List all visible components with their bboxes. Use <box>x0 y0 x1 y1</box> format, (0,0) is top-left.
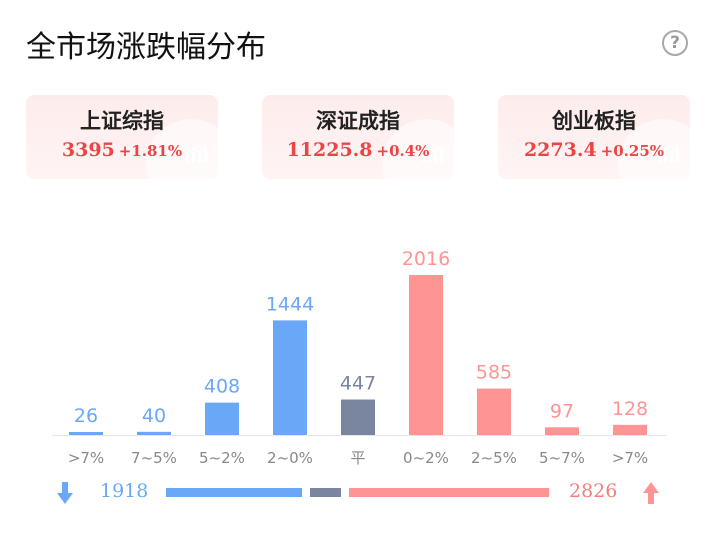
bar-4[interactable] <box>341 399 375 435</box>
trend-chart-icon <box>421 145 444 162</box>
category-label: >7% <box>68 449 104 467</box>
index-card-chinext[interactable]: 创业板指 2273.4 +0.25% <box>498 95 690 179</box>
category-label: 平 <box>350 449 365 467</box>
bar-2[interactable] <box>205 402 239 435</box>
up-down-summary: 1918 2826 <box>0 478 711 508</box>
index-name: 上证综指 <box>80 109 164 133</box>
index-value: 2273.4 <box>523 139 597 161</box>
bar-value-label: 26 <box>74 405 98 427</box>
bar-value-label: 40 <box>142 405 166 427</box>
bar-5[interactable] <box>409 275 443 435</box>
down-count: 1918 <box>100 480 149 502</box>
bar-value-label: 408 <box>204 376 240 398</box>
category-label: 7~5% <box>131 449 177 467</box>
index-name: 深证成指 <box>316 109 400 133</box>
flat-proportion-bar <box>309 488 342 497</box>
distribution-bar-chart: 26 >7% 40 7~5% 408 5~2% 1444 2~0% 447 平 2016 0~2% 58… <box>52 248 666 467</box>
bar-8[interactable] <box>613 424 647 435</box>
category-label: 5~7% <box>539 449 585 467</box>
category-label: 2~0% <box>267 449 313 467</box>
category-label: >7% <box>612 449 648 467</box>
up-count: 2826 <box>569 480 618 502</box>
arrow-down-icon <box>57 482 73 504</box>
index-value: 11225.8 <box>286 139 373 161</box>
index-change: +0.25% <box>600 142 665 160</box>
bar-6[interactable] <box>477 388 511 435</box>
index-value: 3395 <box>61 139 115 161</box>
down-proportion-bar <box>166 488 302 497</box>
bar-value-label: 447 <box>340 373 376 395</box>
page-title: 全市场涨跌幅分布 <box>26 30 266 65</box>
bar-value-label: 2016 <box>402 248 450 270</box>
up-proportion-bar <box>349 488 549 497</box>
index-name: 创业板指 <box>552 109 636 133</box>
bar-3[interactable] <box>273 320 307 435</box>
trend-chart-icon <box>185 145 208 162</box>
category-label: 2~5% <box>471 449 517 467</box>
trend-chart-icon <box>657 145 680 162</box>
bar-value-label: 128 <box>612 398 648 420</box>
arrow-up-icon <box>643 482 659 504</box>
bar-value-label: 1444 <box>266 293 314 315</box>
index-cards: 上证综指 3395 +1.81% 深证成指 11225.8 +0.4% 创业板指 2… <box>26 95 692 179</box>
bar-7[interactable] <box>545 427 579 435</box>
index-change: +0.4% <box>376 142 430 160</box>
index-card-shenzhen[interactable]: 深证成指 11225.8 +0.4% <box>262 95 454 179</box>
index-change: +1.81% <box>118 142 183 160</box>
bar-value-label: 97 <box>550 400 574 422</box>
help-question-icon[interactable]: ? <box>662 30 688 56</box>
category-label: 5~2% <box>199 449 245 467</box>
index-card-shanghai[interactable]: 上证综指 3395 +1.81% <box>26 95 218 179</box>
bar-0[interactable] <box>69 432 103 435</box>
bar-value-label: 585 <box>476 362 512 384</box>
bar-1[interactable] <box>137 431 171 435</box>
category-label: 0~2% <box>403 449 449 467</box>
